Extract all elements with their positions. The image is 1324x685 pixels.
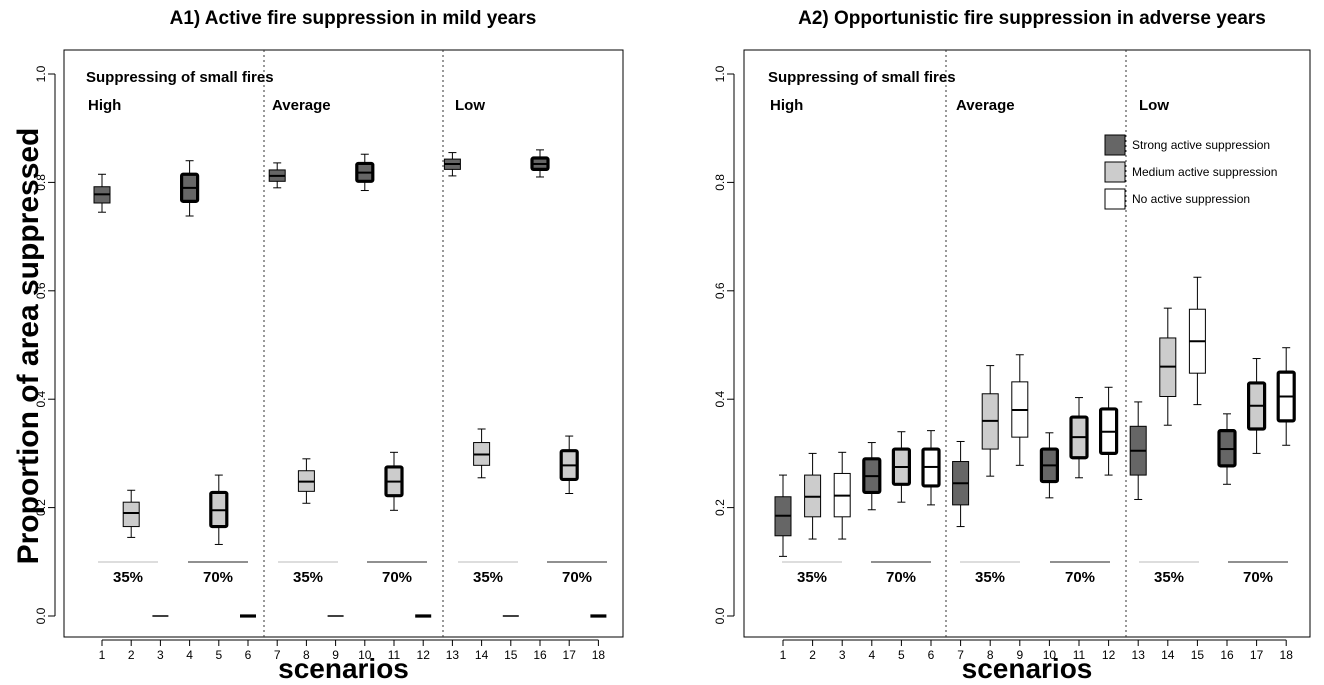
y-tick-label: 0.8 — [713, 174, 727, 191]
x-tick-label: 1 — [99, 648, 106, 662]
panel-title: A1) Active fire suppression in mild year… — [170, 8, 537, 29]
subgroup-label: 35% — [473, 569, 503, 586]
group-label: Low — [1139, 97, 1169, 114]
panel-title: A2) Opportunistic fire suppression in ad… — [798, 8, 1266, 29]
x-tick-label: 12 — [417, 648, 431, 662]
x-tick-label: 3 — [839, 648, 846, 662]
y-tick-label: 0.6 — [713, 282, 727, 299]
group-label: Low — [455, 97, 485, 114]
x-tick-label: 4 — [868, 648, 875, 662]
subgroup-label: 70% — [203, 569, 233, 586]
x-tick-label: 7 — [957, 648, 964, 662]
y-axis-title: Proportion of area suppressed — [12, 128, 45, 565]
x-tick-label: 10 — [1043, 648, 1057, 662]
x-tick-label: 6 — [928, 648, 935, 662]
x-axis-title: scenarios — [278, 653, 409, 680]
x-tick-label: 13 — [1132, 648, 1146, 662]
x-tick-label: 17 — [563, 648, 577, 662]
x-tick-label: 18 — [592, 648, 606, 662]
x-tick-label: 3 — [157, 648, 164, 662]
y-tick-label: 0.4 — [713, 391, 727, 408]
group-label: High — [770, 97, 803, 114]
subgroup-label: 35% — [293, 569, 323, 586]
x-tick-label: 2 — [809, 648, 816, 662]
y-tick-label: 1.0 — [713, 65, 727, 82]
x-tick-label: 5 — [215, 648, 222, 662]
y-tick-label: 0.0 — [713, 607, 727, 624]
x-tick-label: 11 — [1073, 648, 1086, 662]
subgroup-label: 70% — [382, 569, 412, 586]
group-header: Suppressing of small fires — [768, 69, 956, 86]
x-tick-label: 15 — [1191, 648, 1205, 662]
y-tick-label: 0.8 — [34, 174, 48, 191]
legend-label: No active suppression — [1132, 192, 1250, 206]
x-tick-label: 14 — [475, 648, 489, 662]
x-tick-label: 14 — [1161, 648, 1175, 662]
x-tick-label: 11 — [388, 648, 401, 662]
subgroup-label: 35% — [1154, 569, 1184, 586]
group-label: Average — [272, 97, 331, 114]
x-tick-label: 17 — [1250, 648, 1264, 662]
legend-swatch — [1104, 161, 1126, 183]
subgroup-label: 70% — [1065, 569, 1095, 586]
x-tick-label: 2 — [128, 648, 135, 662]
x-tick-label: 18 — [1280, 648, 1294, 662]
x-tick-label: 7 — [274, 648, 281, 662]
group-label: High — [88, 97, 121, 114]
x-tick-label: 4 — [186, 648, 193, 662]
x-tick-label: 8 — [303, 648, 310, 662]
legend-label: Medium active suppression — [1132, 165, 1277, 179]
x-tick-label: 5 — [898, 648, 905, 662]
legend-swatch — [1104, 188, 1126, 210]
y-tick-label: 0.0 — [34, 607, 48, 624]
y-tick-label: 0.4 — [34, 391, 48, 408]
legend-swatch — [1104, 134, 1126, 156]
x-tick-label: 9 — [332, 648, 339, 662]
plot-frame — [743, 49, 1311, 638]
x-tick-label: 9 — [1016, 648, 1023, 662]
plot-frame — [63, 49, 624, 638]
subgroup-label: 35% — [113, 569, 143, 586]
subgroup-label: 70% — [562, 569, 592, 586]
subgroup-label: 35% — [797, 569, 827, 586]
group-header: Suppressing of small fires — [86, 69, 274, 86]
subgroup-label: 35% — [975, 569, 1005, 586]
legend-label: Strong active suppression — [1132, 138, 1270, 152]
y-tick-label: 1.0 — [34, 65, 48, 82]
x-tick-label: 16 — [1220, 648, 1234, 662]
y-tick-label: 0.6 — [34, 282, 48, 299]
group-label: Average — [956, 97, 1015, 114]
x-tick-label: 16 — [533, 648, 547, 662]
x-tick-label: 13 — [446, 648, 460, 662]
box — [122, 501, 140, 528]
subgroup-label: 70% — [1243, 569, 1273, 586]
x-tick-label: 10 — [358, 648, 372, 662]
x-tick-label: 1 — [780, 648, 787, 662]
y-tick-label: 0.2 — [34, 499, 48, 516]
x-axis-title: scenarios — [962, 653, 1093, 680]
x-tick-label: 6 — [245, 648, 252, 662]
x-tick-label: 8 — [987, 648, 994, 662]
subgroup-label: 70% — [886, 569, 916, 586]
x-tick-label: 12 — [1102, 648, 1116, 662]
x-tick-label: 15 — [504, 648, 518, 662]
y-tick-label: 0.2 — [713, 499, 727, 516]
